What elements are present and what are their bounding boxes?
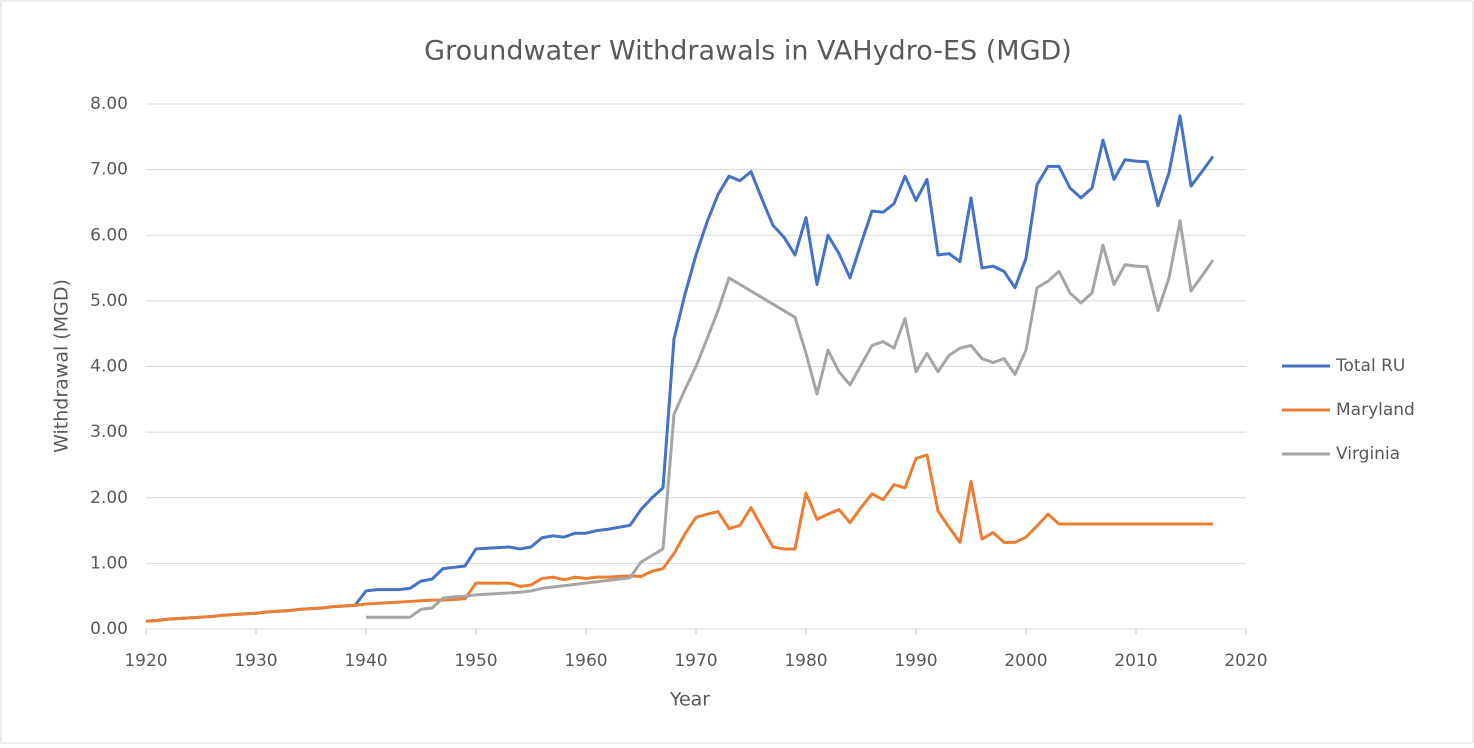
- x-tick-label: 2000: [1004, 651, 1047, 671]
- legend-label: Maryland: [1336, 400, 1415, 420]
- series-line: [366, 219, 1215, 619]
- x-tick-label: 1930: [234, 651, 277, 671]
- x-tick-label: 1940: [344, 651, 387, 671]
- x-tick-label: 1970: [674, 651, 717, 671]
- x-tick-label: 1990: [894, 651, 937, 671]
- legend-label: Virginia: [1336, 444, 1400, 464]
- x-tick-label: 1950: [454, 651, 497, 671]
- y-tick-label: 6.00: [90, 225, 128, 245]
- y-tick-label: 1.00: [90, 553, 128, 573]
- chart-title: Groundwater Withdrawals in VAHydro-ES (M…: [424, 36, 1072, 67]
- x-tick-label: 1920: [124, 651, 167, 671]
- series-line: [145, 453, 1213, 623]
- y-tick-label: 7.00: [90, 160, 128, 180]
- x-tick-label: 2010: [1114, 651, 1157, 671]
- y-axis-label: Withdrawal (MGD): [51, 279, 73, 453]
- x-tick-label: 2020: [1224, 651, 1267, 671]
- y-tick-label: 2.00: [90, 488, 128, 508]
- y-tick-label: 4.00: [90, 357, 128, 377]
- x-axis-label: Year: [669, 689, 710, 711]
- y-tick-label: 5.00: [90, 291, 128, 311]
- y-tick-label: 3.00: [90, 422, 128, 442]
- x-tick-label: 1960: [564, 651, 607, 671]
- x-tick-label: 1980: [784, 651, 827, 671]
- legend-label: Total RU: [1335, 356, 1405, 376]
- y-tick-label: 8.00: [90, 94, 128, 114]
- y-tick-label: 0.00: [90, 619, 128, 639]
